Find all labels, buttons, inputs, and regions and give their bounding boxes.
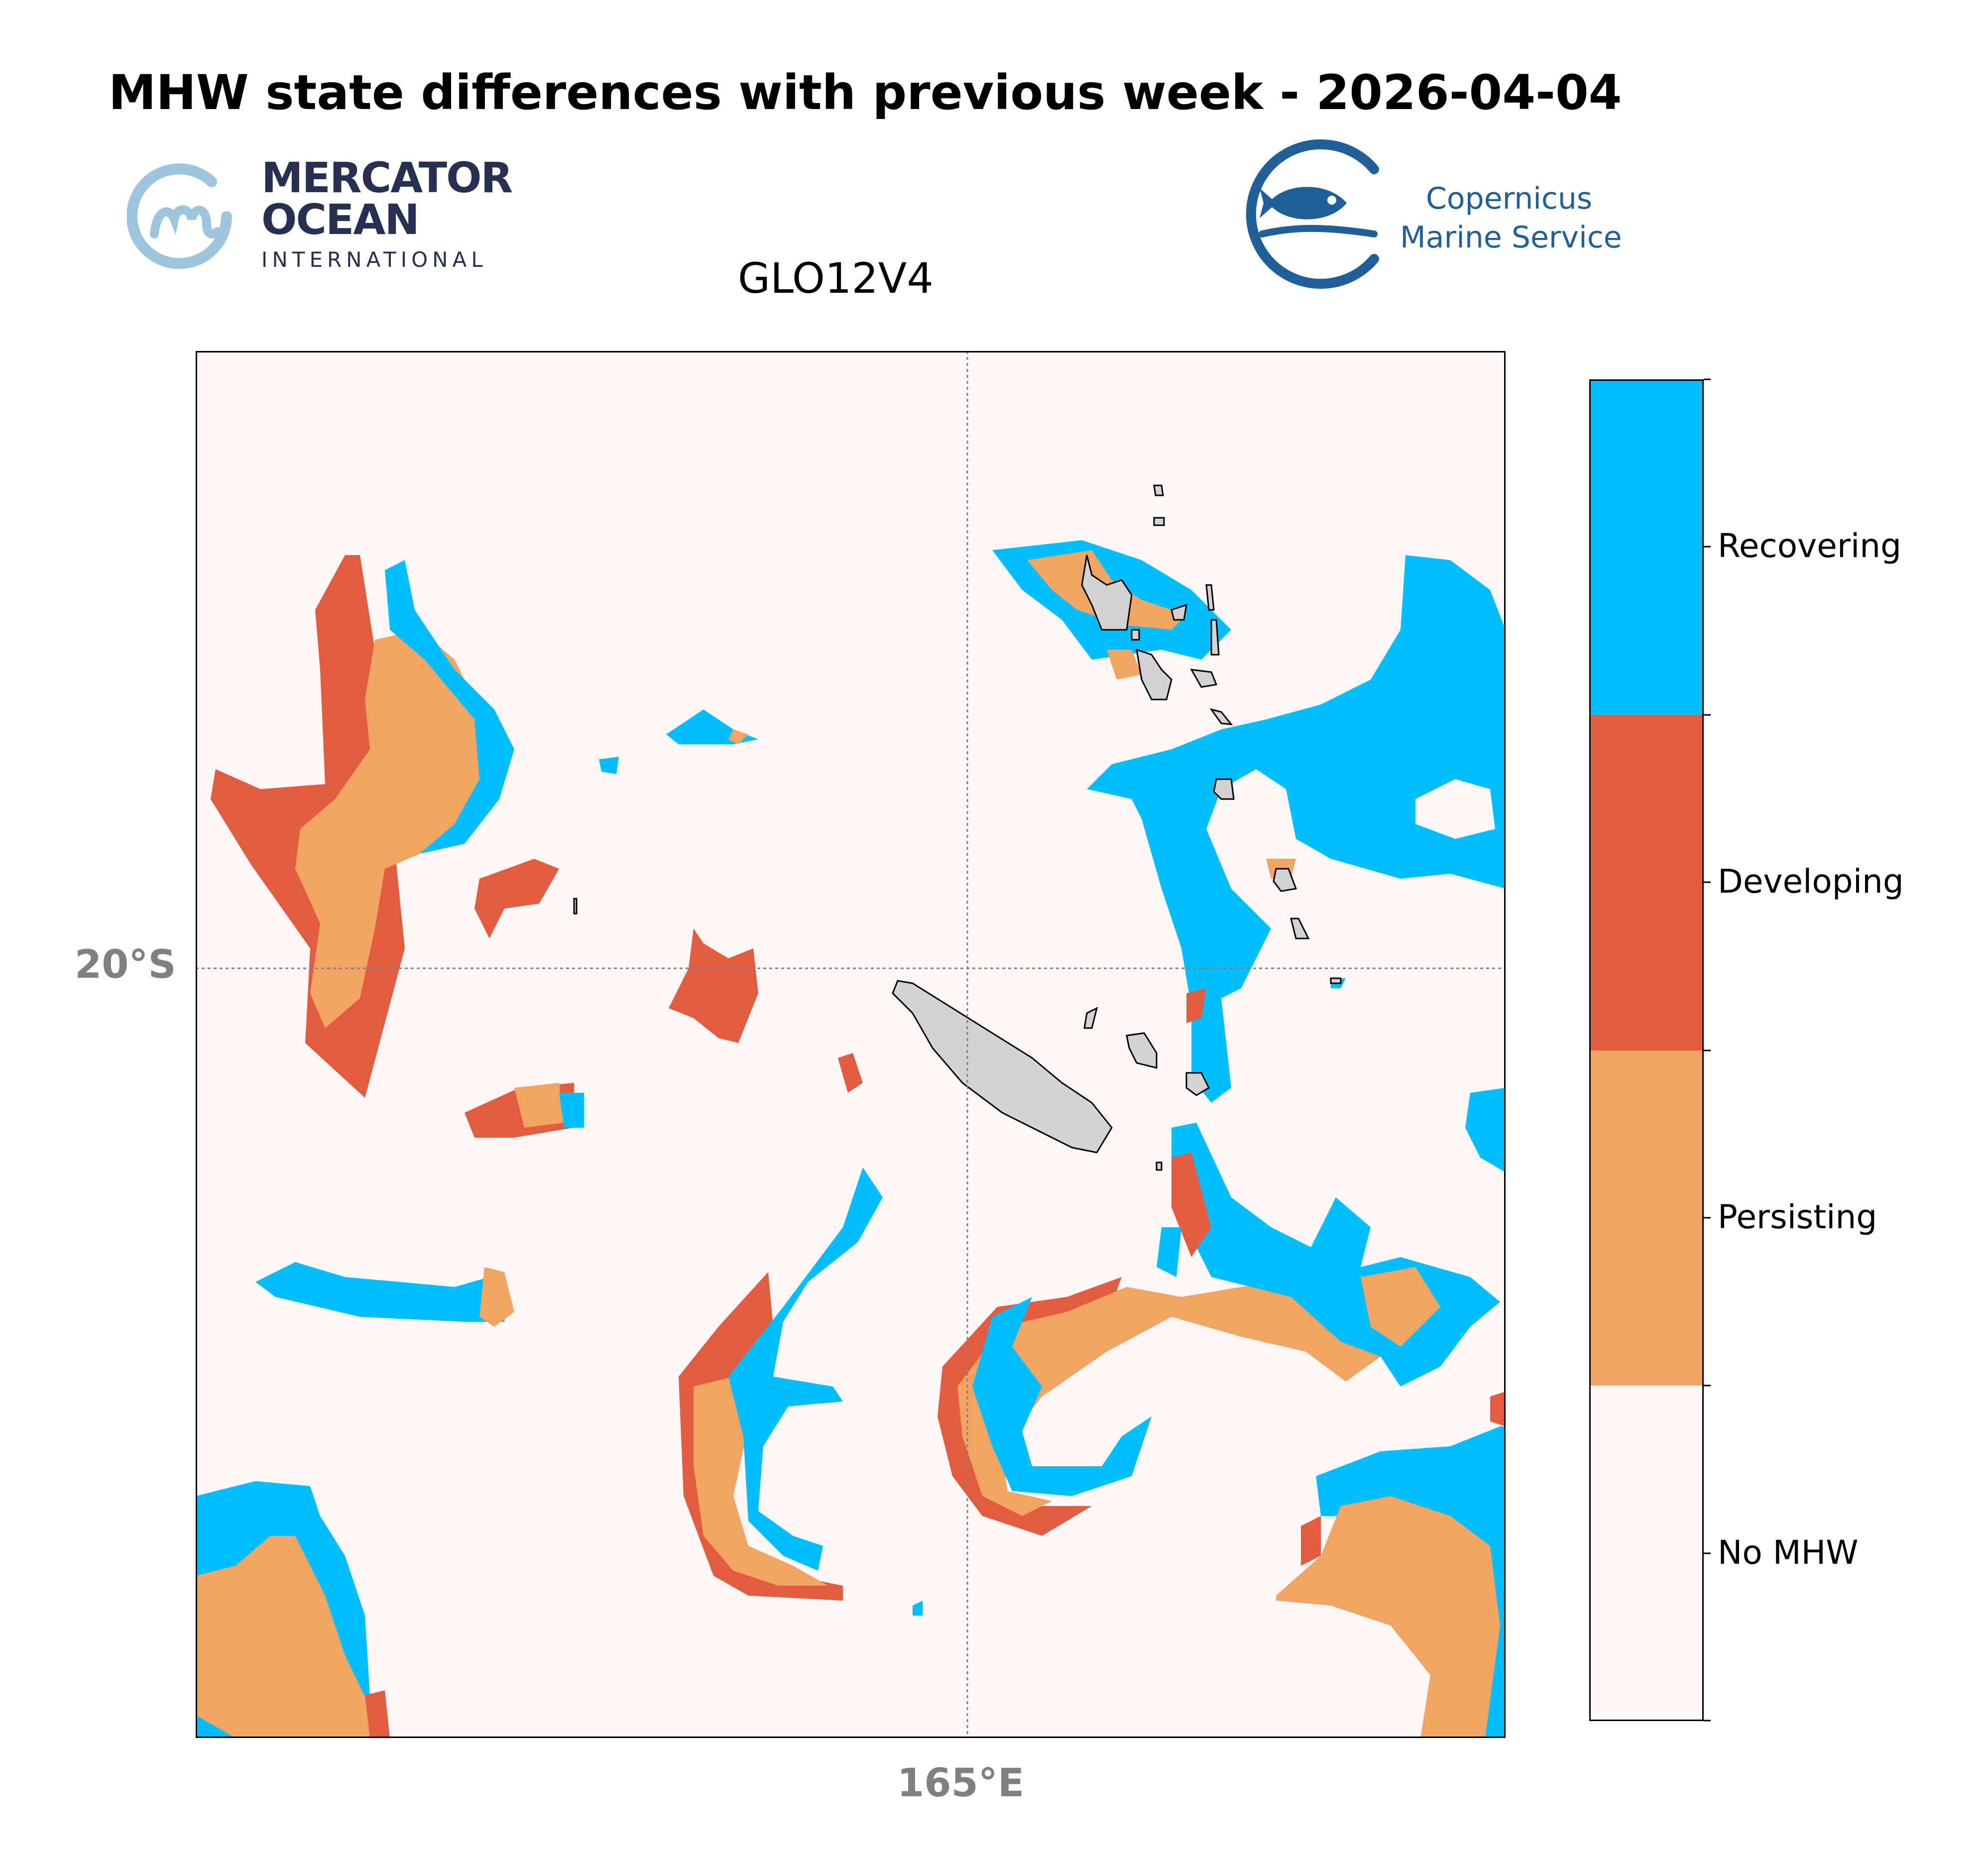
mhw-region-developing — [365, 1690, 390, 1738]
mhw-region-persisting — [1361, 1267, 1440, 1347]
mhw-region-persisting — [957, 1272, 1410, 1516]
colorbar-swatch-recovering — [1589, 379, 1704, 715]
mercator-logo-line3: INTERNATIONAL — [261, 247, 487, 272]
vanuatu-island-11 — [1290, 918, 1310, 939]
mhw-region-recovering — [255, 1262, 509, 1322]
vanuatu-island-2 — [1136, 648, 1172, 700]
landmasses — [573, 484, 1342, 1171]
mhw-regions — [196, 540, 1506, 1738]
mhw-region-persisting — [295, 630, 499, 1028]
new-caledonia-island — [892, 980, 1113, 1154]
ocean-background — [196, 351, 1506, 1738]
colorbar-swatch-developing — [1589, 715, 1704, 1050]
legend-label-developing: Developing — [1718, 862, 1904, 901]
mhw-region-recovering — [1087, 555, 1506, 1103]
mhw-region-persisting — [1107, 650, 1142, 680]
islet-5 — [1156, 1161, 1163, 1171]
vanuatu-island-3 — [1131, 629, 1140, 641]
colorbar-border — [1589, 379, 1704, 1721]
chart-title: MHW state differences with previous week… — [109, 65, 1622, 120]
mhw-region-developing — [1301, 1516, 1321, 1566]
mhw-region-developing — [474, 859, 559, 938]
mhw-region-recovering — [728, 1167, 883, 1571]
colorbar-swatch-no-mhw — [1589, 1386, 1704, 1721]
loyalty-island-3 — [1185, 1072, 1210, 1096]
islet-3 — [573, 898, 578, 915]
mercator-logo-line2: OCEAN — [261, 195, 420, 244]
islet-1 — [1153, 484, 1164, 496]
mercator-ocean-logo: MERCATOR OCEAN INTERNATIONAL — [127, 157, 525, 281]
colorbar-swatch-persisting — [1589, 1050, 1704, 1386]
vanuatu-island-1 — [1081, 555, 1133, 631]
vanuatu-island-4 — [1170, 603, 1187, 621]
islet-2 — [1153, 517, 1165, 526]
mhw-region-developing — [1186, 988, 1206, 1023]
mhw-region-persisting — [479, 1267, 514, 1327]
legend-label-no-mhw: No MHW — [1718, 1533, 1859, 1572]
legend-colorbar — [1589, 379, 1704, 1721]
mercator-logo-line1: MERCATOR — [261, 153, 513, 202]
mhw-region-recovering — [1157, 1227, 1181, 1277]
colorbar-svg — [1589, 379, 1704, 1721]
copernicus-logo-line2: Marine Service — [1400, 220, 1622, 255]
mhw-region-persisting — [694, 1377, 828, 1586]
mhw-region-developing — [838, 1053, 863, 1093]
mhw-region-developing — [1490, 1392, 1506, 1426]
map-canvas — [196, 351, 1506, 1738]
mhw-region-recovering — [972, 1297, 1152, 1496]
loyalty-island-2 — [1126, 1032, 1158, 1069]
mhw-region-persisting — [514, 1083, 564, 1128]
vanuatu-island-8 — [1209, 708, 1233, 725]
mhw-region-recovering — [559, 1093, 584, 1128]
mhw-region-background-hole — [1415, 779, 1495, 839]
loyalty-island-1 — [1083, 1007, 1098, 1029]
longitude-label: 165°E — [897, 1761, 1025, 1806]
mhw-region-recovering — [913, 1601, 923, 1616]
colorbar-ticks — [1704, 378, 1711, 1722]
copernicus-marine-logo: Copernicus Marine Service — [1225, 134, 1623, 294]
mhw-region-recovering — [1465, 1088, 1506, 1172]
mhw-region-recovering — [385, 560, 514, 854]
vanuatu-island-5 — [1205, 584, 1215, 611]
latitude-label: 20°S — [75, 942, 176, 987]
mercator-mark-icon — [127, 163, 232, 269]
copernicus-logo-line1: Copernicus — [1426, 181, 1593, 216]
vanuatu-island-10 — [1273, 868, 1297, 892]
mhw-region-recovering — [599, 757, 619, 774]
vanuatu-island-9 — [1213, 778, 1235, 800]
map-panel — [196, 351, 1506, 1738]
vanuatu-island-7 — [1190, 669, 1218, 688]
mhw-region-developing — [1171, 1153, 1211, 1257]
islet-4 — [1330, 977, 1342, 984]
mhw-region-developing — [669, 928, 758, 1043]
model-subtitle: GLO12V4 — [738, 254, 934, 303]
mhw-region-persisting — [728, 729, 748, 744]
mhw-region-persisting — [1276, 1496, 1500, 1738]
legend-label-persisting: Persisting — [1718, 1198, 1877, 1236]
copernicus-fish-icon — [1246, 139, 1379, 289]
map-border — [196, 351, 1506, 1738]
mhw-region-persisting — [196, 1536, 385, 1738]
vanuatu-island-6 — [1210, 619, 1220, 656]
legend-label-recovering: Recovering — [1718, 527, 1902, 565]
